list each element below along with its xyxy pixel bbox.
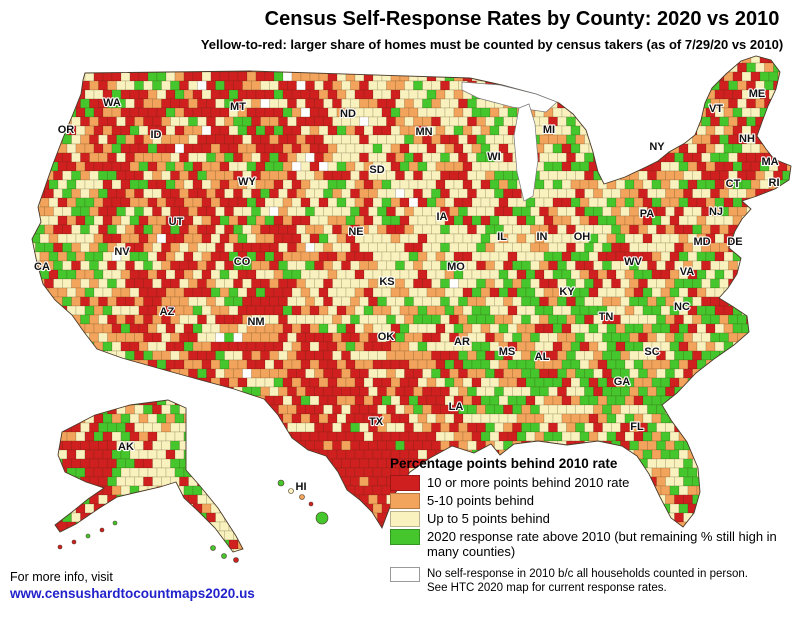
state-label-fl: FL	[630, 421, 644, 433]
state-label-co: CO	[234, 256, 251, 268]
state-label-ma: MA	[761, 156, 778, 168]
legend-swatch-white	[390, 567, 420, 582]
legend-item-5-10-behind: 5-10 points behind	[390, 493, 794, 509]
state-label-vt: VT	[709, 103, 723, 115]
state-label-wy: WY	[238, 176, 256, 188]
legend-swatch-red	[390, 475, 420, 491]
state-label-me: ME	[749, 88, 766, 100]
alaska-islands	[57, 520, 239, 563]
state-label-sd: SD	[369, 164, 384, 176]
map-outlines	[31, 55, 792, 553]
legend-swatch-orange	[390, 493, 420, 509]
state-labels: WA OR ID MT ND SD MN WI MI NY VT ME NH MA CT RI NJ PA MD DE…	[33, 87, 781, 494]
legend: Percentage points behind 2010 rate 10 or…	[390, 456, 794, 597]
lake-michigan	[513, 103, 539, 202]
state-label-nd: ND	[340, 108, 356, 120]
state-label-ga: GA	[614, 376, 631, 388]
state-label-pa: PA	[640, 208, 655, 220]
state-label-oh: OH	[574, 231, 591, 243]
state-label-de: DE	[727, 236, 742, 248]
state-label-ct: CT	[726, 178, 741, 190]
legend-item-10-plus-behind: 10 or more points behind 2010 rate	[390, 475, 794, 491]
state-label-ks: KS	[379, 276, 394, 288]
legend-item-above-2010: 2020 response rate above 2010 (but remai…	[390, 529, 794, 559]
state-label-hi: HI	[296, 481, 307, 493]
state-label-wi: WI	[487, 151, 500, 163]
lake-superior	[461, 81, 558, 113]
state-label-ak: AK	[118, 441, 134, 453]
state-label-md: MD	[693, 236, 710, 248]
state-label-il: IL	[497, 231, 507, 243]
footer: For more info, visit www.censushardtocou…	[10, 570, 255, 601]
legend-label: 10 or more points behind 2010 rate	[427, 475, 630, 490]
state-label-mn: MN	[415, 126, 432, 138]
state-label-nh: NH	[739, 133, 755, 145]
legend-label: No self-response in 2010 b/c all househo…	[427, 568, 748, 594]
state-label-mo: MO	[447, 261, 465, 273]
legend-heading: Percentage points behind 2010 rate	[390, 456, 618, 471]
state-label-nj: NJ	[709, 206, 723, 218]
state-label-nc: NC	[674, 301, 690, 313]
state-label-mt: MT	[230, 101, 246, 113]
state-label-or: OR	[58, 124, 75, 136]
state-label-tn: TN	[599, 311, 614, 323]
state-label-in: IN	[537, 231, 548, 243]
hawaii-islands	[277, 479, 329, 525]
legend-swatch-green	[390, 529, 420, 545]
state-label-ms: MS	[499, 346, 516, 358]
state-label-nv: NV	[114, 246, 130, 258]
state-label-ar: AR	[454, 336, 470, 348]
state-label-sc: SC	[644, 346, 659, 358]
legend-label: 2020 response rate above 2010 (but remai…	[427, 529, 777, 559]
legend-label: Up to 5 points behind	[427, 511, 550, 526]
legend-swatch-yellow	[390, 511, 420, 527]
footer-text: For more info, visit	[10, 570, 113, 584]
state-label-nm: NM	[247, 316, 264, 328]
state-label-id: ID	[151, 129, 162, 141]
state-label-ut: UT	[169, 216, 184, 228]
legend-item-up-to-5-behind: Up to 5 points behind	[390, 511, 794, 527]
state-label-az: AZ	[160, 306, 175, 318]
page-title: Census Self-Response Rates by County: 20…	[264, 8, 780, 30]
page-subtitle: Yellow-to-red: larger share of homes mus…	[200, 37, 784, 52]
state-label-ia: IA	[437, 211, 448, 223]
state-label-ri: RI	[769, 177, 780, 189]
state-label-ny: NY	[649, 141, 665, 153]
state-label-ca: CA	[34, 261, 50, 273]
state-label-ok: OK	[378, 331, 395, 343]
state-label-wv: WV	[624, 256, 642, 268]
state-label-ky: KY	[559, 286, 575, 298]
legend-item-no-self-response: No self-response in 2010 b/c all househo…	[390, 567, 794, 595]
state-label-al: AL	[535, 351, 550, 363]
census-maps-link[interactable]: www.censushardtocountmaps2020.us	[10, 586, 255, 601]
state-label-la: LA	[449, 401, 464, 413]
state-label-tx: TX	[369, 416, 384, 428]
state-label-ne: NE	[348, 226, 363, 238]
state-label-va: VA	[680, 266, 695, 278]
state-label-mi: MI	[543, 124, 555, 136]
legend-label: 5-10 points behind	[427, 493, 534, 508]
state-label-wa: WA	[103, 97, 121, 109]
